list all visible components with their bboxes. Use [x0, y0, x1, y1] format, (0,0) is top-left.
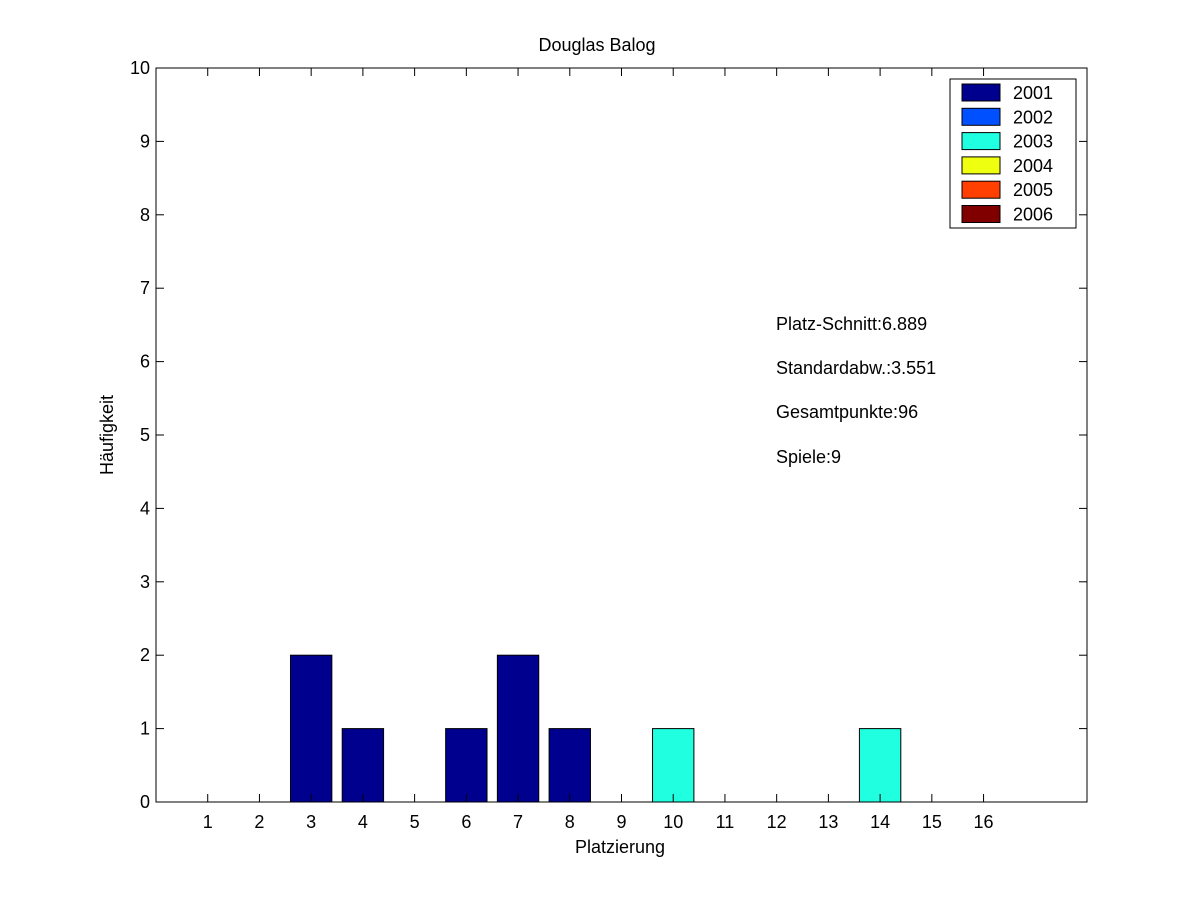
- x-tick-label: 3: [306, 812, 316, 832]
- x-tick-label: 8: [565, 812, 575, 832]
- bar-2001-x6: [445, 728, 488, 803]
- legend-label-2001: 2001: [1013, 83, 1053, 103]
- bar-2001-x4: [341, 728, 385, 803]
- legend-swatch-2001: [961, 83, 1001, 102]
- annotation-standardabw: Standardabw.:3.551: [776, 358, 936, 378]
- y-tick-label: 0: [140, 792, 150, 812]
- x-tick-label: 15: [922, 812, 942, 832]
- annotation-spiele: Spiele:9: [776, 447, 841, 467]
- legend-swatch-2003: [961, 132, 1001, 151]
- stats-annotations: Platz-Schnitt:6.889 Standardabw.:3.551 G…: [776, 314, 936, 467]
- x-ticks: 1 2 3 4 5 6 7 8 9 10 11 12 13 14 15 16: [203, 68, 994, 832]
- legend-label-2004: 2004: [1013, 156, 1053, 176]
- x-tick-label: 4: [358, 812, 368, 832]
- x-tick-label: 11: [716, 812, 735, 832]
- legend-label-2002: 2002: [1013, 107, 1053, 127]
- y-tick-label: 6: [140, 352, 150, 372]
- y-ticks: 0 1 2 3 4 5 6 7 8 9 10: [130, 58, 1087, 812]
- x-tick-label: 10: [663, 812, 683, 832]
- x-tick-label: 12: [767, 812, 787, 832]
- y-tick-label: 5: [140, 425, 150, 445]
- legend-swatch-2006: [961, 205, 1001, 223]
- x-tick-label: 6: [461, 812, 471, 832]
- x-axis-label: Platzierung: [575, 837, 665, 857]
- legend-label-2003: 2003: [1013, 132, 1053, 152]
- legend-swatch-2004: [961, 156, 1001, 175]
- bar-2001-x7: [496, 654, 540, 803]
- bar-2001-x8: [548, 728, 591, 803]
- y-tick-label: 4: [140, 498, 150, 518]
- x-tick-label: 13: [818, 812, 838, 832]
- legend-label-2006: 2006: [1013, 205, 1053, 225]
- y-tick-label: 7: [140, 278, 150, 298]
- bar-2003-x10: [652, 728, 695, 803]
- legend-swatch-2005: [961, 180, 1001, 199]
- legend: 2001 2002 2003 2004 2005 2006: [949, 78, 1077, 229]
- x-tick-label: 2: [254, 812, 264, 832]
- bar-2001-x3: [289, 654, 333, 803]
- x-tick-label: 16: [974, 812, 994, 832]
- bar-2003-x14: [858, 728, 902, 803]
- legend-box: [949, 78, 1077, 229]
- y-tick-label: 3: [140, 572, 150, 592]
- chart-title: Douglas Balog: [538, 35, 655, 55]
- bars-layer: [289, 654, 902, 803]
- x-tick-label: 1: [203, 812, 213, 832]
- y-tick-label: 2: [140, 645, 150, 665]
- x-tick-label: 9: [616, 812, 626, 832]
- x-tick-label: 14: [870, 812, 890, 832]
- legend-label-2005: 2005: [1013, 180, 1053, 200]
- x-tick-label: 5: [410, 812, 420, 832]
- y-axis-label: Häufigkeit: [97, 395, 117, 475]
- y-tick-label: 10: [130, 58, 150, 78]
- annotation-gesamtpunkte: Gesamtpunkte:96: [776, 402, 918, 422]
- y-tick-label: 9: [140, 131, 150, 151]
- legend-swatch-2002: [961, 107, 1001, 126]
- y-tick-label: 1: [140, 719, 150, 739]
- annotation-platz-schnitt: Platz-Schnitt:6.889: [776, 314, 927, 334]
- y-tick-label: 8: [140, 205, 150, 225]
- x-tick-label: 7: [513, 812, 523, 832]
